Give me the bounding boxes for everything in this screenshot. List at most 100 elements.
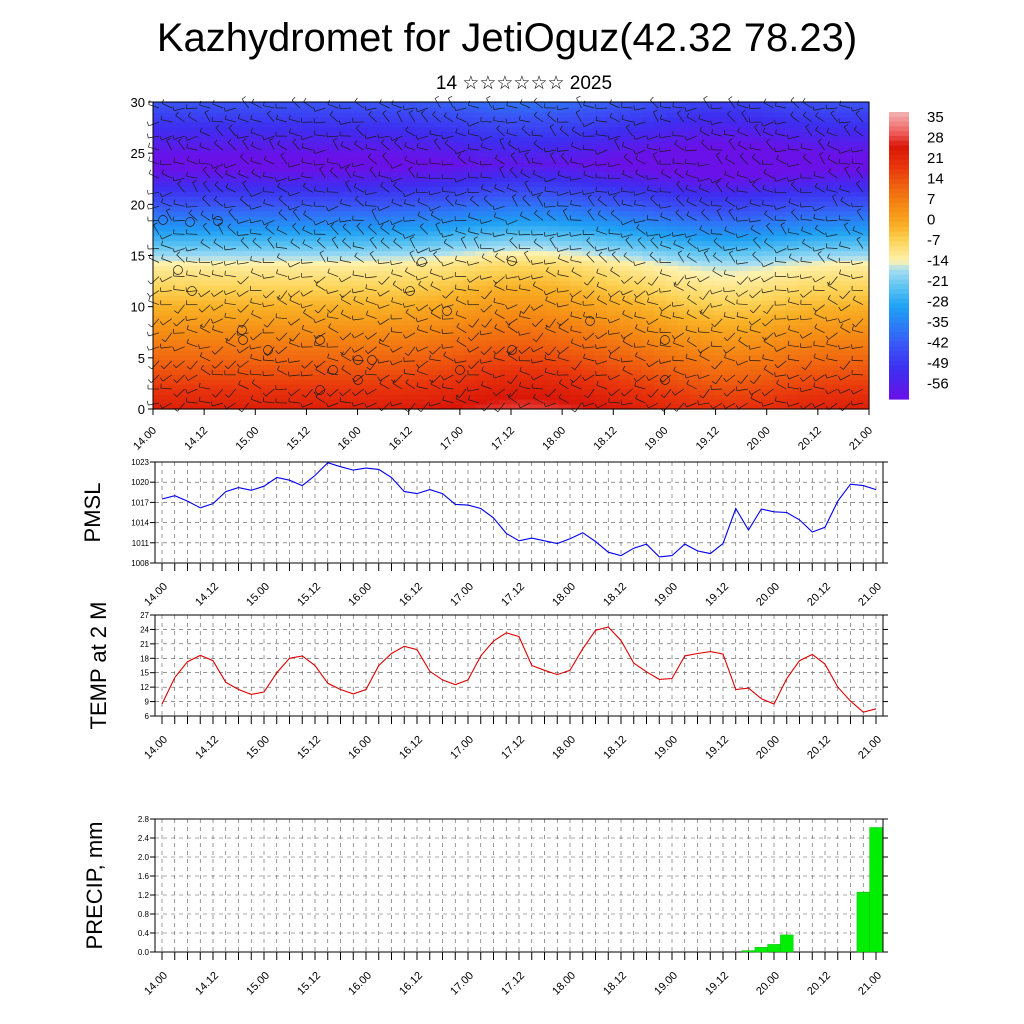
wind-barb-flag: [340, 141, 344, 146]
heatmap-cell: [367, 106, 381, 113]
heatmap-cell: [534, 141, 548, 148]
heatmap-cell: [594, 146, 608, 153]
heatmap-cell: [224, 215, 238, 222]
heatmap-cell: [451, 374, 464, 380]
heatmap-cell: [224, 339, 238, 346]
heatmap-cell: [260, 102, 273, 108]
heatmap-cell: [403, 210, 417, 217]
heatmap-cell: [236, 404, 250, 410]
heatmap-cell: [475, 319, 488, 326]
heatmap-cell: [308, 141, 321, 148]
heatmap-cell: [153, 141, 166, 148]
wind-barb: [481, 220, 492, 224]
heatmap-cell: [701, 245, 715, 252]
heatmap-cell: [785, 275, 798, 281]
heatmap-cell: [487, 166, 500, 172]
heatmap-cell: [403, 339, 417, 346]
heatmap-cell: [200, 235, 214, 242]
wind-barb: [331, 239, 339, 249]
heatmap-cell: [475, 196, 488, 202]
heatmap-cell: [463, 314, 476, 321]
heatmap-cell: [153, 359, 166, 366]
heatmap-cell: [153, 349, 166, 356]
wind-barb-flag: [317, 237, 321, 242]
heatmap-cell: [678, 255, 691, 262]
heatmap-cell: [558, 220, 572, 227]
wind-barb: [455, 107, 467, 112]
heatmap-cell: [570, 166, 584, 172]
heatmap-cell: [308, 349, 321, 356]
wind-barb-flag: [382, 110, 387, 114]
heatmap-cell: [833, 225, 846, 232]
wind-barb-flag: [492, 205, 495, 210]
heatmap-cell: [224, 181, 238, 187]
heatmap-cell: [845, 364, 858, 370]
wind-barb-flag: [547, 111, 551, 116]
heatmap-cell: [391, 116, 405, 123]
wind-barb: [242, 140, 249, 151]
wind-barb-flag: [415, 107, 418, 113]
heatmap-cell: [272, 225, 285, 232]
heatmap-cell: [427, 399, 440, 405]
wind-barb: [699, 200, 710, 207]
heatmap-cell: [821, 106, 834, 113]
heatmap-cell: [463, 344, 476, 351]
heatmap-cell: [379, 300, 393, 306]
heatmap-cell: [296, 161, 309, 167]
heatmap-cell: [534, 136, 548, 143]
heatmap-cell: [439, 215, 452, 222]
heatmap-cell: [666, 201, 679, 207]
heatmap-cell: [594, 166, 608, 172]
heatmap-cell: [511, 225, 524, 232]
heatmap-cell: [666, 205, 679, 212]
heatmap-cell: [463, 146, 476, 153]
heatmap-cell: [403, 201, 417, 207]
heatmap-cell: [630, 369, 643, 375]
wind-barb-flag: [225, 169, 228, 175]
heatmap-cell: [606, 384, 619, 390]
heatmap-cell: [773, 121, 787, 128]
heatmap-cell: [415, 260, 429, 266]
heatmap-cell: [701, 215, 715, 222]
wind-barb: [455, 149, 467, 155]
heatmap-cell: [463, 230, 476, 237]
heatmap-cell: [260, 156, 273, 163]
heatmap-cell: [606, 146, 619, 153]
heatmap-cell: [236, 131, 250, 138]
heatmap-cell: [570, 210, 584, 217]
heatmap-cell: [678, 364, 691, 370]
heatmap-cell: [666, 136, 679, 143]
wind-barb: [754, 126, 761, 137]
heatmap-cell: [475, 314, 488, 321]
wind-barb-flag: [327, 157, 329, 163]
heatmap-cell: [701, 309, 715, 316]
heatmap-cell: [546, 309, 560, 316]
heatmap-cell: [427, 389, 440, 395]
heatmap-cell: [475, 235, 488, 242]
wind-barb: [625, 126, 633, 137]
heatmap-cell: [690, 364, 703, 370]
heatmap-cell: [809, 191, 822, 197]
heatmap-cell: [224, 334, 238, 341]
heatmap-cell: [546, 205, 560, 212]
heatmap-cell: [761, 305, 775, 311]
wind-barb: [764, 241, 774, 249]
heatmap-cell: [343, 136, 357, 143]
wind-barb: [447, 98, 454, 109]
wind-barb-flag: [570, 200, 572, 205]
heatmap-cell: [725, 399, 739, 405]
heatmap-cell: [296, 255, 309, 262]
heatmap-cell: [701, 111, 715, 118]
heatmap-cell: [463, 255, 476, 262]
heatmap-cell: [666, 349, 679, 356]
heatmap-cell: [367, 186, 381, 192]
heatmap-cell: [749, 270, 763, 276]
heatmap-cell: [403, 240, 417, 247]
heatmap-cell: [200, 399, 214, 405]
heatmap-cell: [511, 111, 524, 118]
heatmap-cell: [164, 399, 178, 405]
heatmap-cell: [224, 196, 238, 202]
heatmap-cell: [308, 215, 321, 222]
wind-barb: [329, 170, 339, 179]
heatmap-cell: [415, 305, 429, 311]
